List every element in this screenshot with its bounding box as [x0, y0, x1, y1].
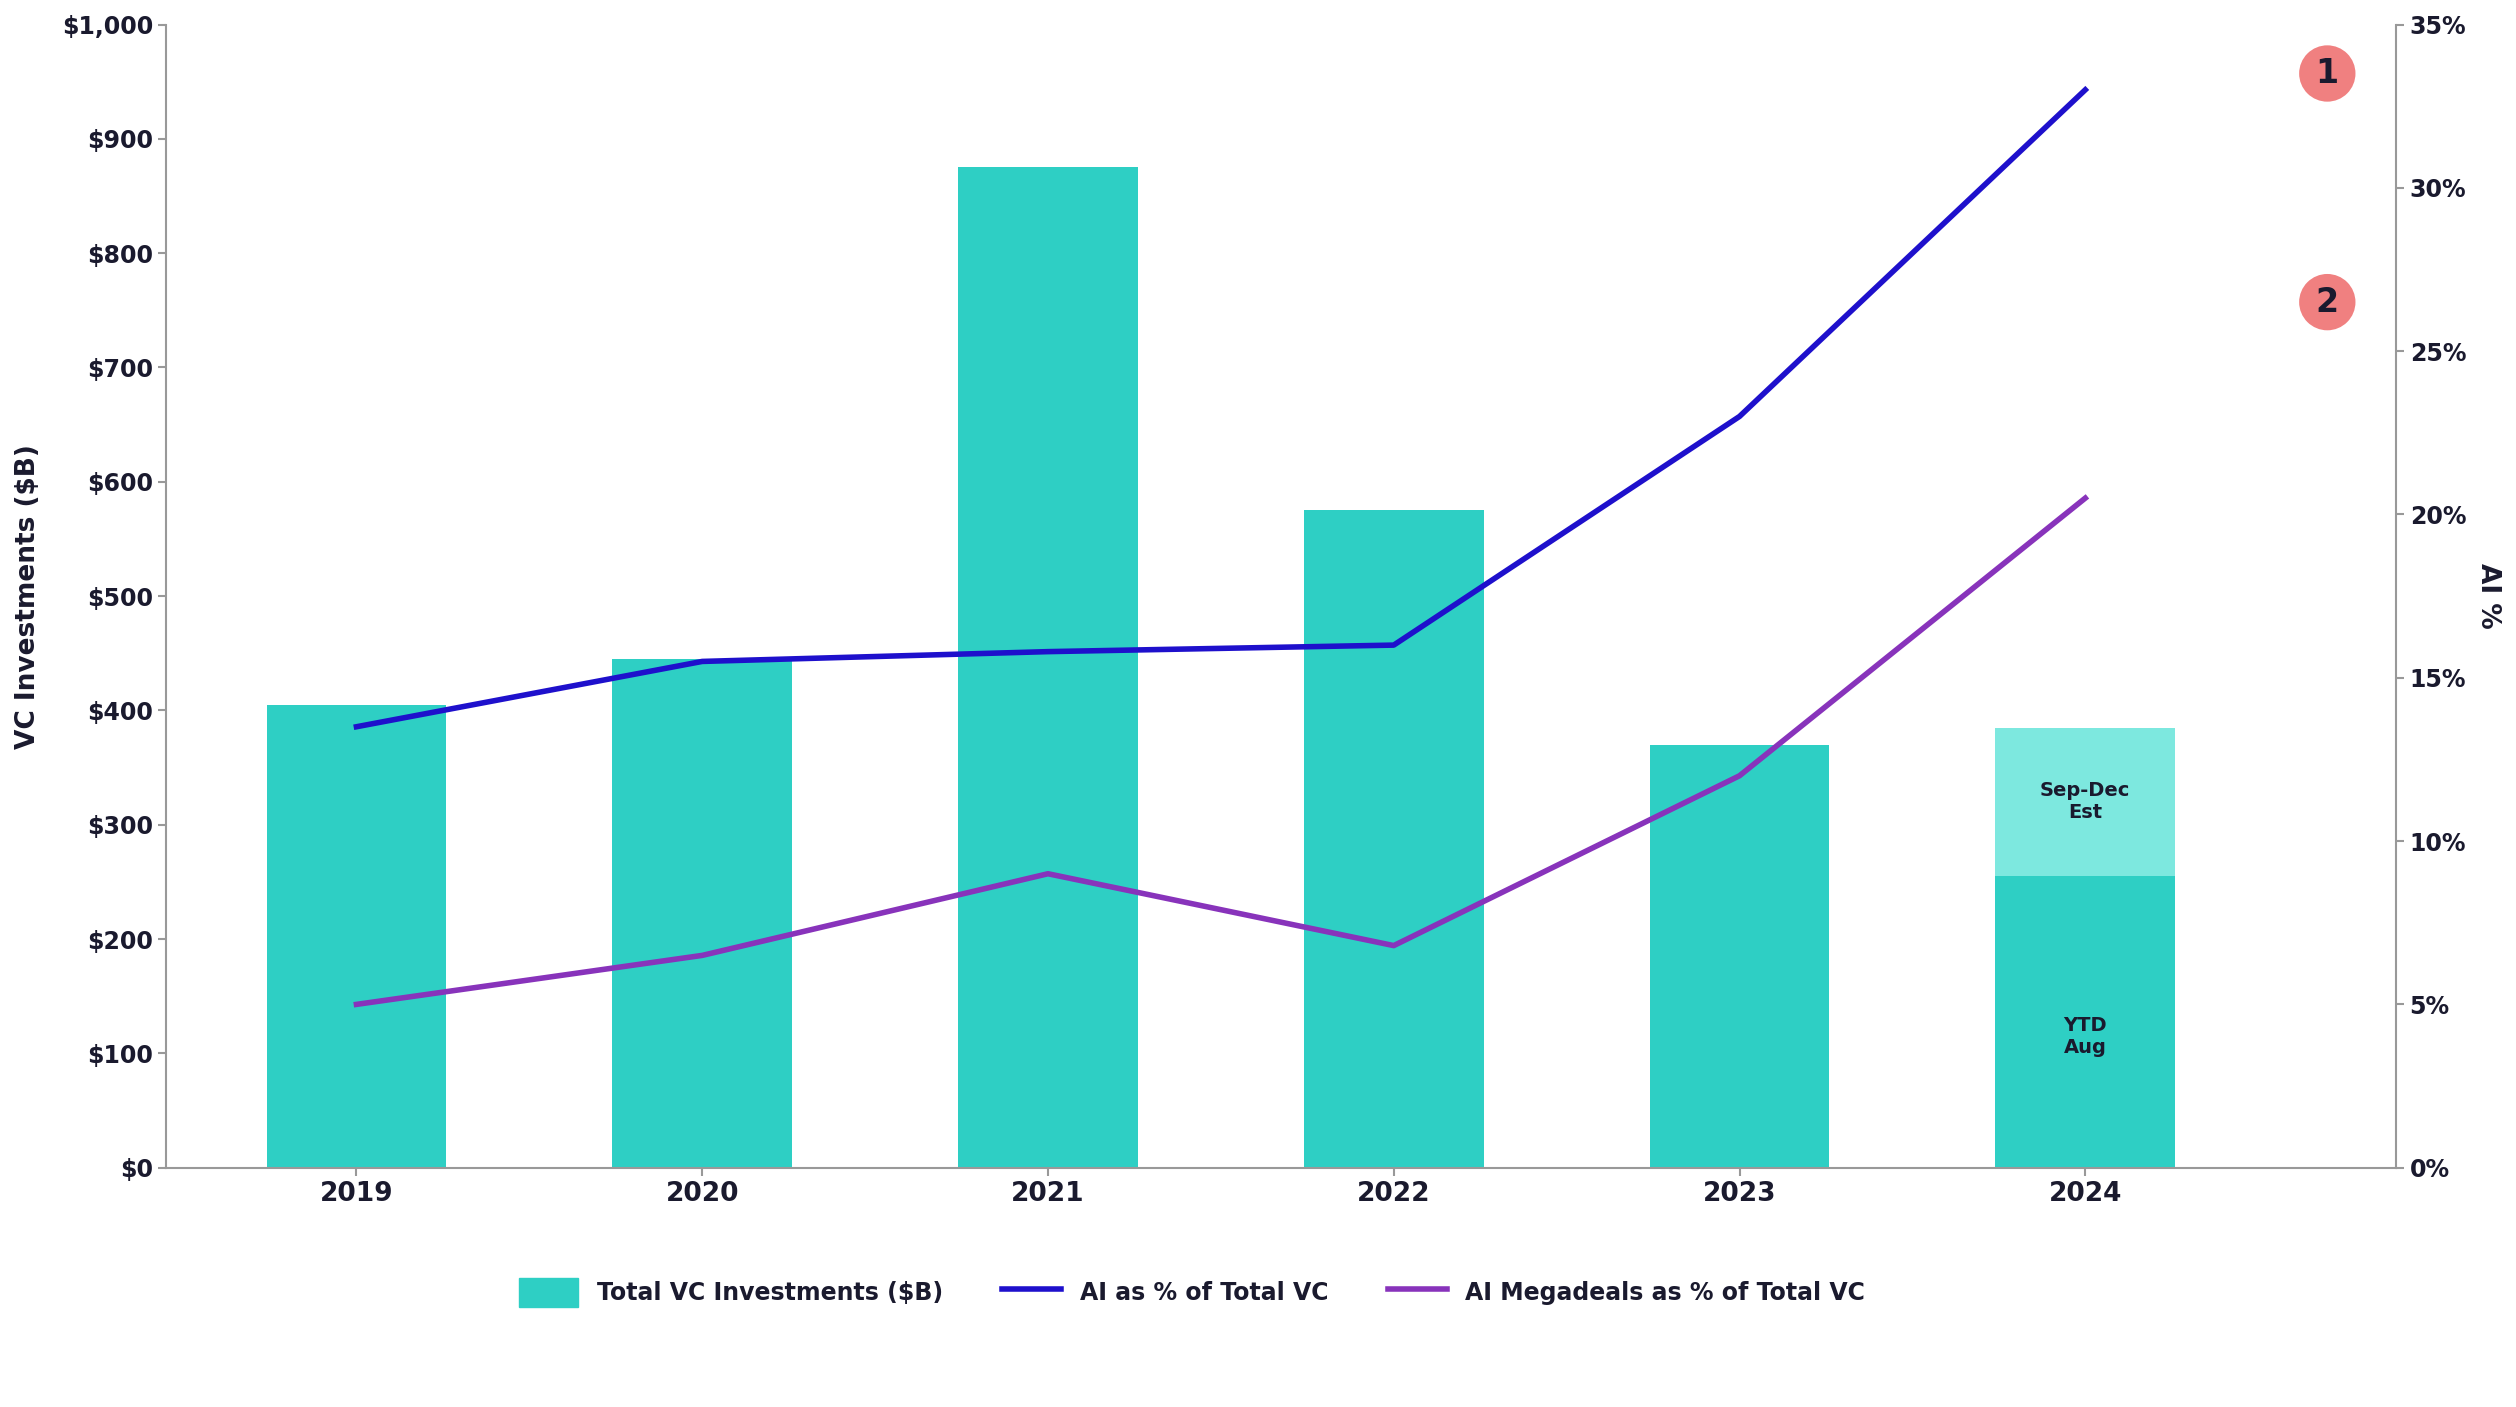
- Legend: Total VC Investments ($B), AI as % of Total VC, AI Megadeals as % of Total VC: Total VC Investments ($B), AI as % of To…: [511, 1268, 1874, 1316]
- Text: 1: 1: [2315, 58, 2340, 90]
- Y-axis label: AI %: AI %: [2476, 563, 2501, 629]
- Text: 2: 2: [2315, 286, 2340, 318]
- Bar: [611, 658, 793, 1168]
- Bar: [267, 705, 445, 1168]
- Bar: [1303, 511, 1484, 1168]
- Text: YTD
Aug: YTD Aug: [2063, 1016, 2106, 1057]
- Bar: [1650, 744, 1829, 1168]
- Bar: [1995, 877, 2176, 1168]
- Bar: [959, 167, 1137, 1168]
- Bar: [1995, 727, 2176, 877]
- Y-axis label: VC Investments ($B): VC Investments ($B): [15, 443, 40, 749]
- Text: Sep-Dec
Est: Sep-Dec Est: [2040, 781, 2131, 822]
